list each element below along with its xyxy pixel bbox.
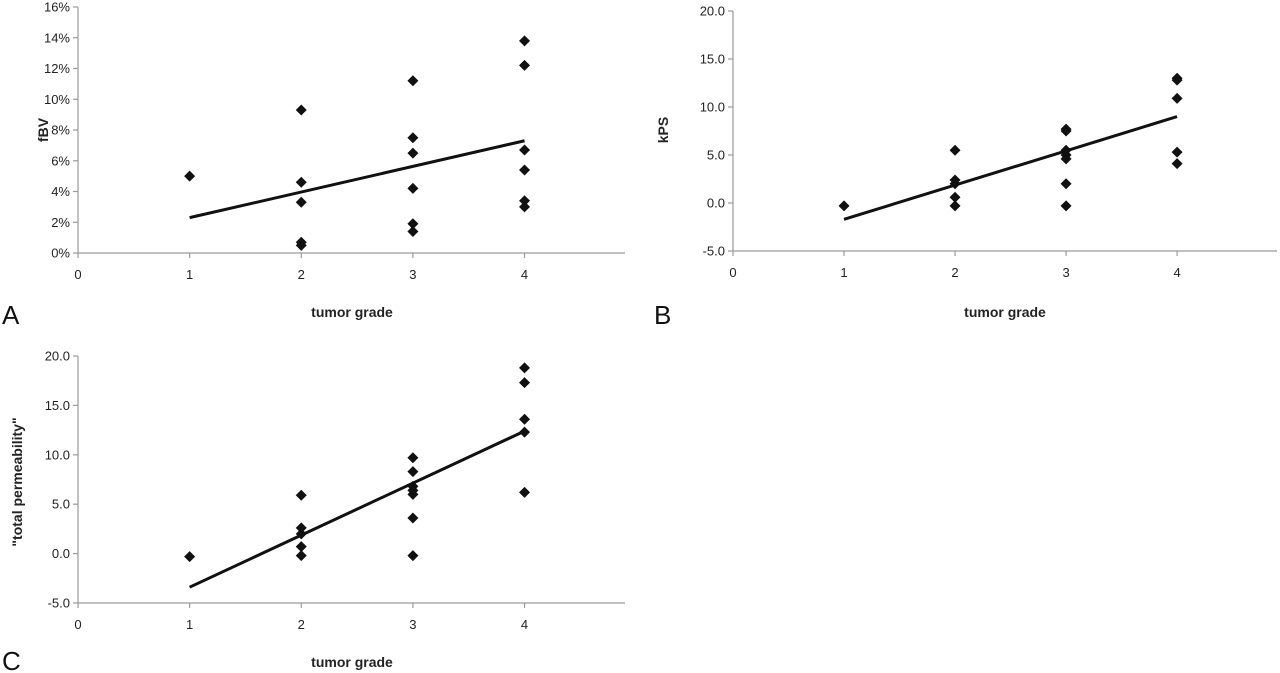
data-point [1171,146,1183,158]
data-point [295,528,307,540]
panel-b: B tumor grade kPS -5.0 0.0 5.0 10.0 15.0 20.0… [654,4,1277,330]
y-tick-label: 15.0 [45,398,70,413]
data-point [407,182,419,194]
y-tick-label: 10% [44,92,70,107]
x-tick-label: 3 [409,617,416,632]
panel-letter: C [2,646,21,673]
data-point [519,362,531,374]
x-tick-label: 0 [729,265,736,280]
x-tick-label: 0 [74,267,81,282]
y-tick-label: 0% [51,246,70,261]
x-tick-label: 4 [521,617,528,632]
data-point [295,196,307,208]
x-tick-label: 2 [298,617,305,632]
x-tick-label: 2 [951,265,958,280]
panel-letter: A [2,300,20,330]
panel-c: C tumor grade "total permeability" -5.0 0… [2,349,625,673]
y-tick-label: 16% [44,0,70,15]
trend-line [188,429,526,589]
data-point [1060,178,1072,190]
data-point [519,59,531,71]
data-point [184,170,196,182]
data-point [407,132,419,144]
y-tick-label: 15.0 [700,52,725,67]
data-point [1171,74,1183,86]
data-point [1060,200,1072,212]
x-tick-label: 3 [1062,265,1069,280]
x-axis-title: tumor grade [311,654,393,670]
data-point [184,551,196,563]
data-point [949,191,961,203]
panel-a: A tumor grade fBV 0% 2% 4% 6% 8% 10% 12% 14% 16%… [2,0,625,330]
data-point [1060,125,1072,137]
x-tick-label: 4 [1173,265,1180,280]
data-point [407,488,419,500]
data-point [295,489,307,501]
x-axis-title: tumor grade [311,304,393,320]
y-axis-title: fBV [35,117,51,142]
x-tick-label: 3 [409,267,416,282]
data-point [407,147,419,159]
trend-line [189,139,525,220]
data-point [838,200,850,212]
data-point [949,178,961,190]
y-tick-label: 2% [51,215,70,230]
x-tick-label: 2 [298,267,305,282]
x-tick-label: 1 [186,267,193,282]
data-point [519,35,531,47]
y-tick-label: 14% [44,30,70,45]
x-axis-title: tumor grade [964,304,1046,320]
data-point [407,512,419,524]
y-tick-label: 20.0 [45,349,70,364]
data-point [295,239,307,251]
x-tick-label: 0 [74,617,81,632]
y-tick-label: -5.0 [48,596,70,611]
y-tick-label: 10.0 [45,447,70,462]
y-tick-label: -5.0 [703,244,725,259]
data-point [407,218,419,230]
data-point [407,466,419,478]
data-point [949,144,961,156]
y-tick-label: 6% [51,153,70,168]
data-point [407,75,419,87]
y-axis-title: kPS [655,117,671,143]
trend-line [843,115,1178,221]
data-point [295,522,307,534]
data-point [1171,158,1183,170]
y-tick-label: 0.0 [52,546,70,561]
y-tick-label: 0.0 [707,196,725,211]
y-tick-label: 10.0 [700,100,725,115]
data-point [519,377,531,389]
y-tick-label: 20.0 [700,4,725,19]
data-point [519,164,531,176]
y-tick-label: 4% [51,184,70,199]
data-point [407,550,419,562]
data-point [295,176,307,188]
data-point [295,104,307,116]
data-point [519,201,531,213]
data-point [519,413,531,425]
data-point [949,200,961,212]
y-axis-title: "total permeability" [9,417,25,546]
data-point [407,225,419,237]
x-tick-label: 1 [186,617,193,632]
data-point [1171,92,1183,104]
data-point [519,486,531,498]
data-point [407,452,419,464]
data-point [295,541,307,553]
y-tick-label: 8% [51,123,70,138]
panel-letter: B [654,300,671,330]
x-tick-label: 4 [521,267,528,282]
data-point [519,195,531,207]
y-tick-label: 5.0 [52,497,70,512]
y-tick-label: 12% [44,61,70,76]
data-point [1060,153,1072,165]
data-point [295,550,307,562]
y-tick-label: 5.0 [707,148,725,163]
x-tick-label: 1 [840,265,847,280]
data-point [519,144,531,156]
data-point [519,426,531,438]
